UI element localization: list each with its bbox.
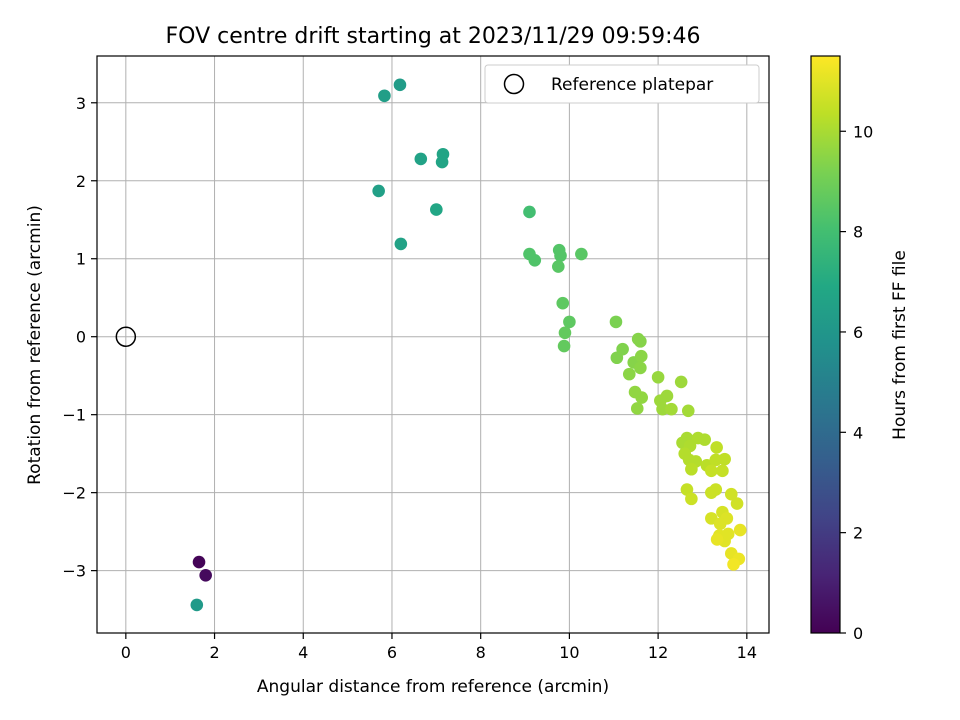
y-tick-label-1: −2	[62, 484, 86, 503]
legend-marker	[503, 73, 525, 95]
data-point-38	[656, 402, 669, 416]
x-axis-label: Angular distance from reference (arcmin)	[257, 677, 609, 697]
data-point-57	[685, 492, 698, 506]
y-tick-label-4: 1	[76, 250, 86, 269]
colorbar-tick-label-2: 4	[853, 423, 863, 442]
data-point-61	[730, 497, 744, 510]
y-tick-label-3: 0	[76, 328, 86, 347]
data-points	[190, 78, 747, 612]
data-point-20	[558, 326, 572, 340]
data-point-13	[528, 253, 542, 267]
data-point-55	[716, 464, 729, 478]
data-point-65	[713, 517, 727, 531]
colorbar-tick-label-0: 0	[853, 624, 863, 643]
data-point-29	[634, 361, 647, 375]
data-point-60	[724, 487, 738, 501]
colorbar-tick-label-1: 2	[853, 524, 863, 543]
data-point-45	[698, 433, 711, 446]
colorbar-tick-label-3: 6	[853, 323, 863, 342]
colorbar-gradient	[811, 56, 840, 633]
legend: Reference platepar	[484, 64, 760, 104]
data-point-59	[709, 483, 723, 496]
y-tick-label-0: −3	[62, 562, 86, 581]
x-tick-label-4: 8	[476, 643, 486, 662]
y-tick-label-5: 2	[76, 172, 86, 191]
data-point-9	[430, 203, 443, 216]
data-point-33	[630, 402, 644, 415]
x-tick-label-5: 10	[559, 643, 579, 662]
x-tick-label-2: 4	[298, 643, 308, 662]
data-point-54	[705, 464, 718, 478]
y-axis-label: Rotation from reference (arcmin)	[25, 205, 45, 485]
chart-title: FOV centre drift starting at 2023/11/29 …	[166, 24, 701, 49]
data-point-22	[609, 315, 623, 329]
data-point-3	[393, 78, 407, 92]
colorbar-frame	[810, 55, 841, 634]
data-point-24	[610, 351, 624, 365]
x-tick-label-0: 0	[121, 643, 131, 662]
data-point-17	[575, 247, 588, 261]
x-tick-label-1: 2	[209, 643, 219, 662]
data-point-15	[554, 249, 567, 262]
data-point-68	[721, 527, 735, 541]
data-point-39	[665, 402, 678, 416]
data-point-34	[651, 370, 665, 384]
y-tick-label-2: −1	[62, 406, 86, 425]
data-point-28	[634, 349, 648, 363]
x-tick-label-3: 6	[387, 643, 397, 662]
data-point-51	[710, 441, 723, 454]
plot-frame	[96, 55, 770, 634]
grid	[97, 56, 769, 633]
reference-platepar-marker	[115, 326, 137, 347]
data-point-16	[552, 260, 565, 273]
data-point-7	[435, 155, 449, 169]
x-tick-label-7: 14	[737, 643, 757, 662]
colorbar-ticks: 0 2 4 6 8 10	[840, 122, 873, 643]
data-point-35	[674, 375, 688, 389]
x-tick-label-6: 12	[648, 643, 668, 662]
data-point-69	[733, 523, 747, 537]
legend-box	[484, 64, 760, 104]
data-point-26	[634, 335, 647, 348]
data-point-11	[523, 205, 536, 219]
colorbar-tick-label-5: 10	[853, 122, 873, 141]
colorbar-tick-label-4: 8	[853, 223, 863, 242]
data-point-8	[372, 184, 385, 198]
legend-label: Reference platepar	[551, 75, 713, 95]
data-point-0	[192, 555, 206, 569]
data-point-49	[685, 462, 698, 476]
y-tick-label-6: 3	[76, 94, 86, 113]
data-point-18	[556, 296, 570, 310]
data-point-10	[394, 237, 408, 251]
data-point-30	[622, 367, 636, 381]
data-point-21	[557, 339, 571, 353]
data-point-53	[718, 452, 731, 466]
data-point-56	[680, 483, 694, 496]
data-point-32	[635, 391, 648, 404]
data-point-19	[563, 315, 576, 329]
data-point-40	[681, 404, 695, 418]
data-point-5	[414, 152, 428, 166]
data-point-1	[199, 569, 212, 582]
colorbar-label: Hours from first FF file	[890, 250, 910, 440]
data-point-73	[710, 533, 724, 546]
data-point-72	[727, 558, 740, 571]
data-point-2	[190, 598, 204, 612]
data-point-4	[378, 89, 391, 103]
colorbar: 0 2 4 6 8 10 Hours from first FF file	[810, 55, 910, 643]
